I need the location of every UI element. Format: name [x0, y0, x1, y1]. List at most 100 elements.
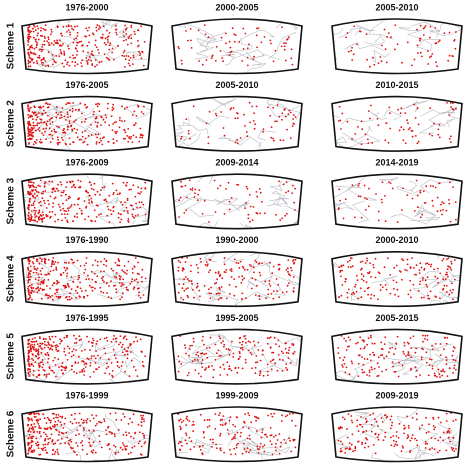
fire-point	[186, 374, 189, 377]
fire-point	[439, 421, 442, 424]
fire-point	[31, 346, 34, 348]
fire-point	[47, 199, 49, 202]
fire-point	[32, 131, 34, 134]
fire-point	[41, 43, 44, 46]
fire-point	[78, 355, 80, 358]
fire-point	[424, 443, 427, 445]
fire-point	[53, 40, 56, 42]
fire-point	[395, 281, 398, 284]
fire-point	[285, 342, 287, 345]
fire-point	[32, 204, 35, 207]
fire-point	[378, 272, 381, 275]
fire-point	[383, 266, 386, 269]
fire-point	[56, 125, 58, 128]
fire-point	[57, 113, 60, 116]
fire-point	[32, 257, 35, 259]
fire-point	[365, 437, 368, 440]
fire-point	[140, 421, 143, 424]
fire-point	[28, 200, 31, 203]
fire-point	[124, 370, 126, 373]
boundary-line	[124, 357, 141, 369]
fire-point	[79, 424, 82, 427]
fire-point	[226, 429, 229, 431]
fire-point	[263, 36, 266, 38]
fire-point	[249, 263, 251, 266]
boundary-line	[426, 343, 454, 352]
fire-point	[57, 218, 59, 221]
fire-point	[40, 106, 43, 109]
fire-point	[100, 60, 103, 63]
fire-point	[51, 121, 54, 124]
fire-point	[234, 453, 237, 455]
fire-point	[207, 36, 210, 38]
fire-point	[202, 430, 205, 433]
fire-point	[50, 28, 53, 31]
fire-point	[442, 368, 444, 371]
fire-point	[412, 335, 415, 338]
fire-point	[94, 59, 97, 61]
fire-point	[41, 132, 43, 134]
fire-point	[177, 46, 180, 48]
fire-point	[256, 445, 259, 448]
fire-point	[37, 191, 40, 194]
fire-point	[344, 277, 347, 280]
fire-point	[421, 424, 423, 427]
fire-point	[41, 361, 43, 364]
fire-point	[72, 220, 74, 223]
fire-point	[235, 262, 238, 264]
fire-point	[181, 185, 184, 188]
fire-point	[50, 419, 52, 422]
fire-point	[91, 337, 94, 340]
fire-point	[63, 52, 66, 55]
fire-point	[63, 209, 66, 212]
fire-point	[205, 367, 207, 369]
boundary-line	[410, 216, 441, 221]
fire-point	[114, 412, 117, 414]
fire-point	[38, 56, 41, 59]
fire-point	[208, 425, 211, 427]
boundary-line	[98, 215, 118, 229]
fire-point	[129, 137, 132, 140]
fire-point	[197, 29, 200, 31]
fire-point	[287, 190, 290, 193]
fire-point	[439, 376, 441, 378]
fire-point	[289, 111, 292, 114]
fire-point	[293, 114, 295, 116]
fire-point	[92, 54, 95, 57]
fire-point	[276, 439, 279, 441]
fire-point	[377, 219, 380, 222]
fire-point	[271, 272, 274, 275]
fire-point	[452, 55, 454, 58]
fire-point	[419, 280, 422, 283]
fire-point	[52, 425, 54, 427]
fire-point	[56, 136, 59, 139]
fire-point	[123, 415, 126, 418]
fire-point	[340, 128, 342, 130]
fire-point	[56, 283, 58, 285]
fire-point	[249, 121, 251, 124]
fire-point	[358, 423, 361, 426]
fire-point	[65, 186, 67, 188]
fire-point	[133, 279, 136, 282]
fire-point	[45, 452, 48, 454]
fire-point	[190, 39, 192, 42]
map-frame	[21, 328, 153, 385]
fire-point	[32, 374, 35, 376]
fire-point	[359, 347, 362, 350]
fire-point	[123, 49, 126, 52]
fire-point	[199, 257, 202, 260]
fire-point	[29, 265, 32, 268]
map-frame	[21, 18, 153, 75]
fire-point	[110, 297, 113, 300]
fire-point	[194, 192, 196, 195]
fire-point	[74, 56, 77, 59]
fire-point	[234, 425, 237, 428]
fire-point	[127, 289, 129, 292]
fire-point	[191, 424, 194, 426]
fire-point	[384, 139, 387, 142]
fire-point	[73, 334, 75, 337]
fire-point	[227, 181, 230, 184]
fire-point	[141, 50, 144, 53]
fire-point	[116, 45, 119, 47]
fire-point	[255, 261, 258, 263]
